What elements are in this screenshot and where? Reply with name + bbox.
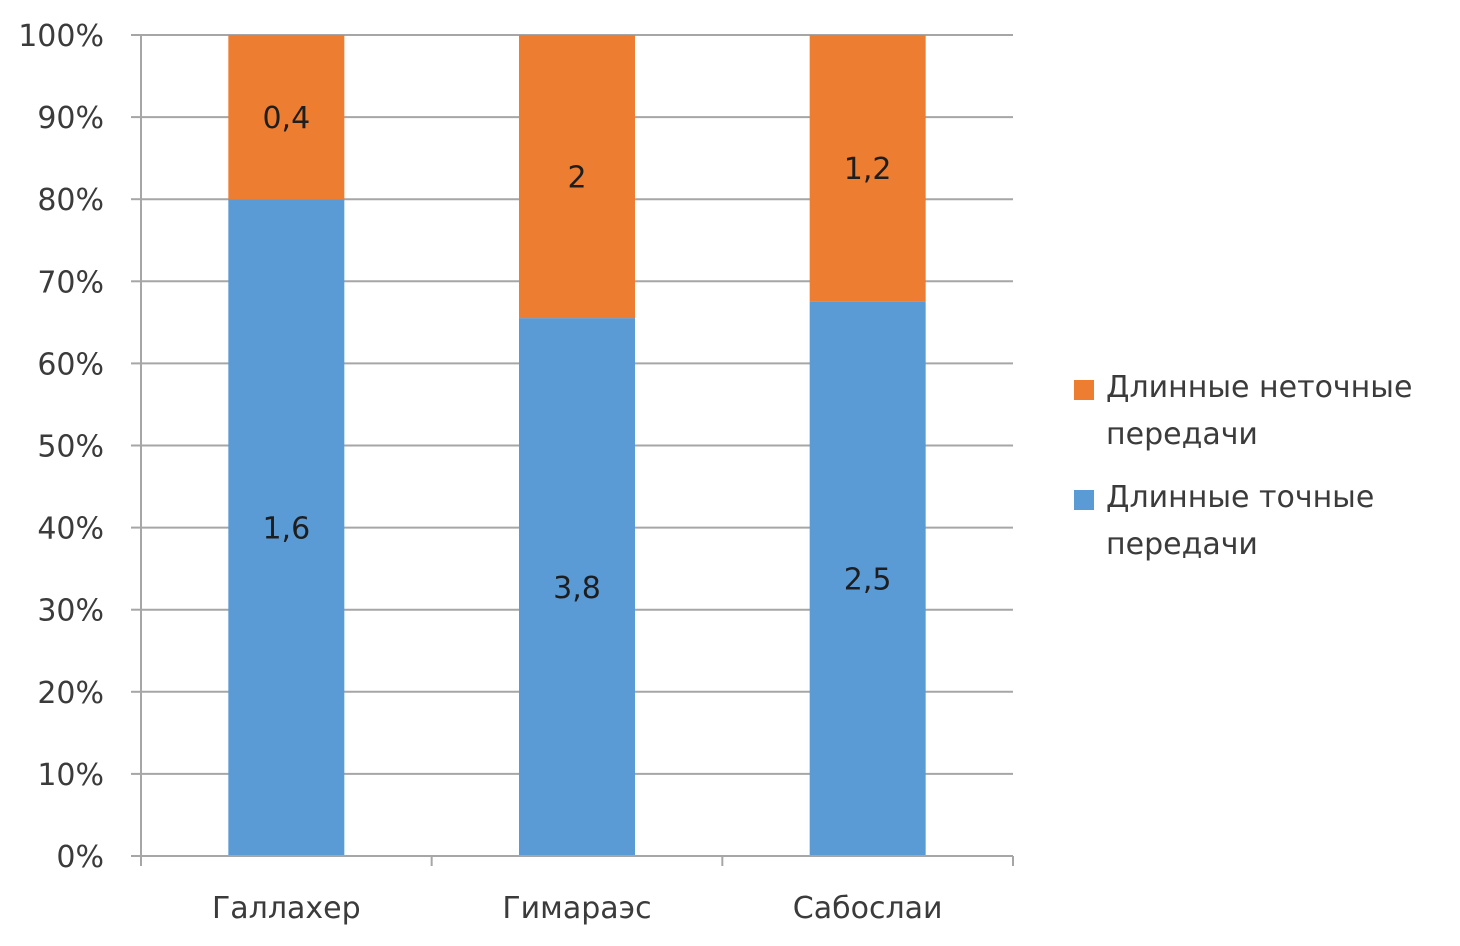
legend-swatch-accurate xyxy=(1074,490,1094,510)
data-labels: 1,6 0,4 3,8 2 2,5 1,2 xyxy=(262,101,891,606)
data-label: 1,6 xyxy=(262,512,310,547)
data-label: 3,8 xyxy=(553,571,601,606)
data-label: 2,5 xyxy=(844,563,892,598)
bars xyxy=(228,35,926,856)
x-category-label: Сабослаи xyxy=(793,891,943,926)
bar-segment xyxy=(519,318,635,856)
legend: Длинные неточные передачи Длинные точные… xyxy=(1074,370,1454,592)
legend-item-accurate: Длинные точные передачи xyxy=(1074,480,1454,568)
y-tick-label: 50% xyxy=(37,430,104,465)
y-tick-label: 0% xyxy=(56,840,104,875)
y-tick-label: 30% xyxy=(37,594,104,629)
x-category-label: Гимараэс xyxy=(502,891,651,926)
legend-label-accurate: Длинные точные передачи xyxy=(1106,480,1375,562)
data-label: 2 xyxy=(567,161,586,196)
bar-segment xyxy=(809,301,926,856)
bar-segment xyxy=(519,35,635,319)
axes: 0% 10% 20% 30% 40% 50% 60% 70% 80% 90% 100% Галлахе… xyxy=(18,19,1014,926)
y-tick-label: 100% xyxy=(18,19,104,54)
legend-swatch-inaccurate xyxy=(1074,380,1094,400)
bar-segment xyxy=(809,35,926,302)
y-tick-label: 90% xyxy=(37,101,104,136)
legend-label-inaccurate: Длинные неточные передачи xyxy=(1106,370,1413,452)
data-label: 1,2 xyxy=(844,152,892,187)
y-tick-label: 60% xyxy=(37,347,104,382)
bar-segment xyxy=(228,35,345,200)
y-tick-label: 40% xyxy=(37,512,104,547)
y-tick-label: 20% xyxy=(37,676,104,711)
x-category-label: Галлахер xyxy=(212,891,361,926)
bar-segment xyxy=(228,199,345,856)
data-label: 0,4 xyxy=(262,101,310,136)
y-tick-label: 10% xyxy=(37,758,104,793)
legend-item-inaccurate: Длинные неточные передачи xyxy=(1074,370,1454,458)
y-tick-label: 70% xyxy=(37,265,104,300)
y-tick-label: 80% xyxy=(37,183,104,218)
